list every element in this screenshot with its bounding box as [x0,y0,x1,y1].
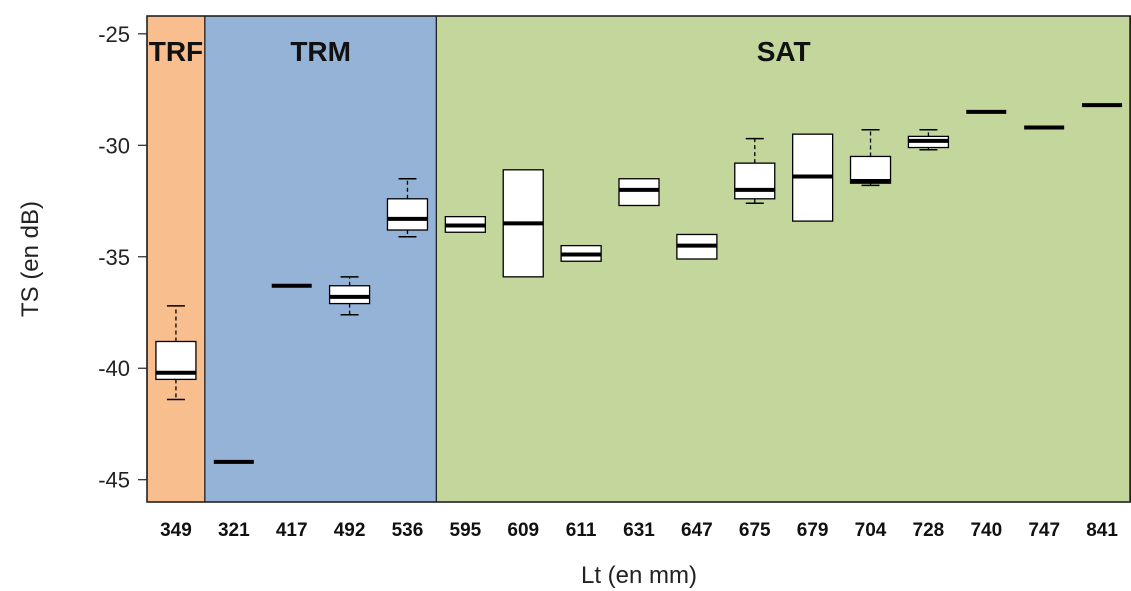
box-675 [734,137,776,205]
x-tick-label: 611 [566,520,597,541]
y-tick-label: -35 [98,245,130,270]
region-band-trm [204,15,438,503]
y-tick-label: -40 [98,356,130,381]
x-tick-label: 349 [160,520,192,541]
x-tick-label: 747 [1028,520,1060,541]
box-body [328,285,371,305]
box-728 [907,128,950,151]
region-band-sat [435,15,1131,503]
y-tick-label: -25 [98,22,130,47]
region-labels: TRF TRM SAT [149,36,811,67]
y-axis-title: TS (en dB) [17,201,44,317]
x-tick-label: 595 [450,520,482,541]
x-tick-label: 492 [334,520,366,541]
box-body [734,162,776,200]
box-595 [444,215,487,233]
region-band-trf [146,15,206,503]
y-tick-label: -30 [98,133,130,158]
y-axis: -25 -30 -35 -40 -45 [98,22,148,493]
x-tick-label: 321 [218,520,250,541]
box-611 [560,244,602,262]
region-bands [146,15,1131,503]
x-tick-label: 609 [507,520,539,541]
box-647 [676,233,718,260]
region-label-trm: TRM [290,36,351,67]
x-tick-label: 841 [1086,520,1118,541]
box-704 [849,128,892,187]
box-492 [328,276,371,316]
x-tick-label: 536 [392,520,424,541]
box-body [386,198,429,231]
x-tick-label: 704 [855,520,887,541]
x-tick-label: 679 [797,520,829,541]
x-axis-title: Lt (en mm) [581,562,697,589]
x-tick-label: 728 [913,520,945,541]
region-label-sat: SAT [757,36,811,67]
x-tick-label: 675 [739,520,771,541]
box-349 [155,305,197,401]
x-tick-label: 631 [623,520,655,541]
region-label-trf: TRF [149,36,203,67]
box-631 [618,178,660,207]
box-536 [386,177,429,238]
box-series [155,103,1123,464]
x-axis: 349 321 417 492 536 595 609 611 631 647 675 679 704 7… [160,520,1118,541]
box-body [849,155,892,184]
box-609 [502,169,544,278]
x-tick-label: 740 [970,520,1002,541]
x-tick-label: 647 [681,520,713,541]
box-679 [791,133,834,222]
y-tick-label: -45 [98,468,130,493]
x-tick-label: 417 [276,520,308,541]
box-body [618,178,660,207]
